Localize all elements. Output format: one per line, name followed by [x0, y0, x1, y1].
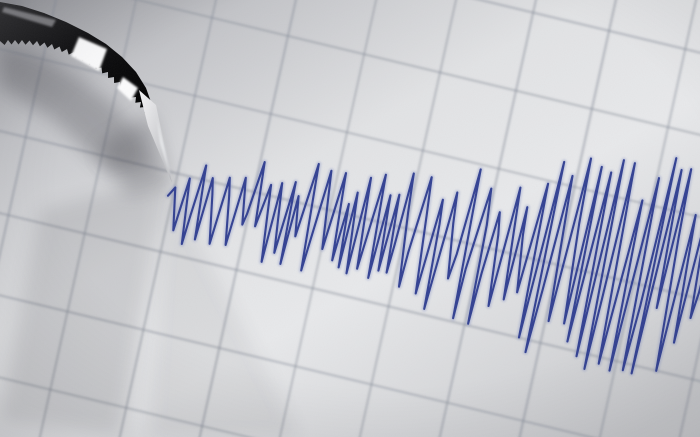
- photo-canvas: [0, 0, 700, 437]
- seismograph-photo: [0, 0, 700, 437]
- photo-grain: [0, 0, 700, 437]
